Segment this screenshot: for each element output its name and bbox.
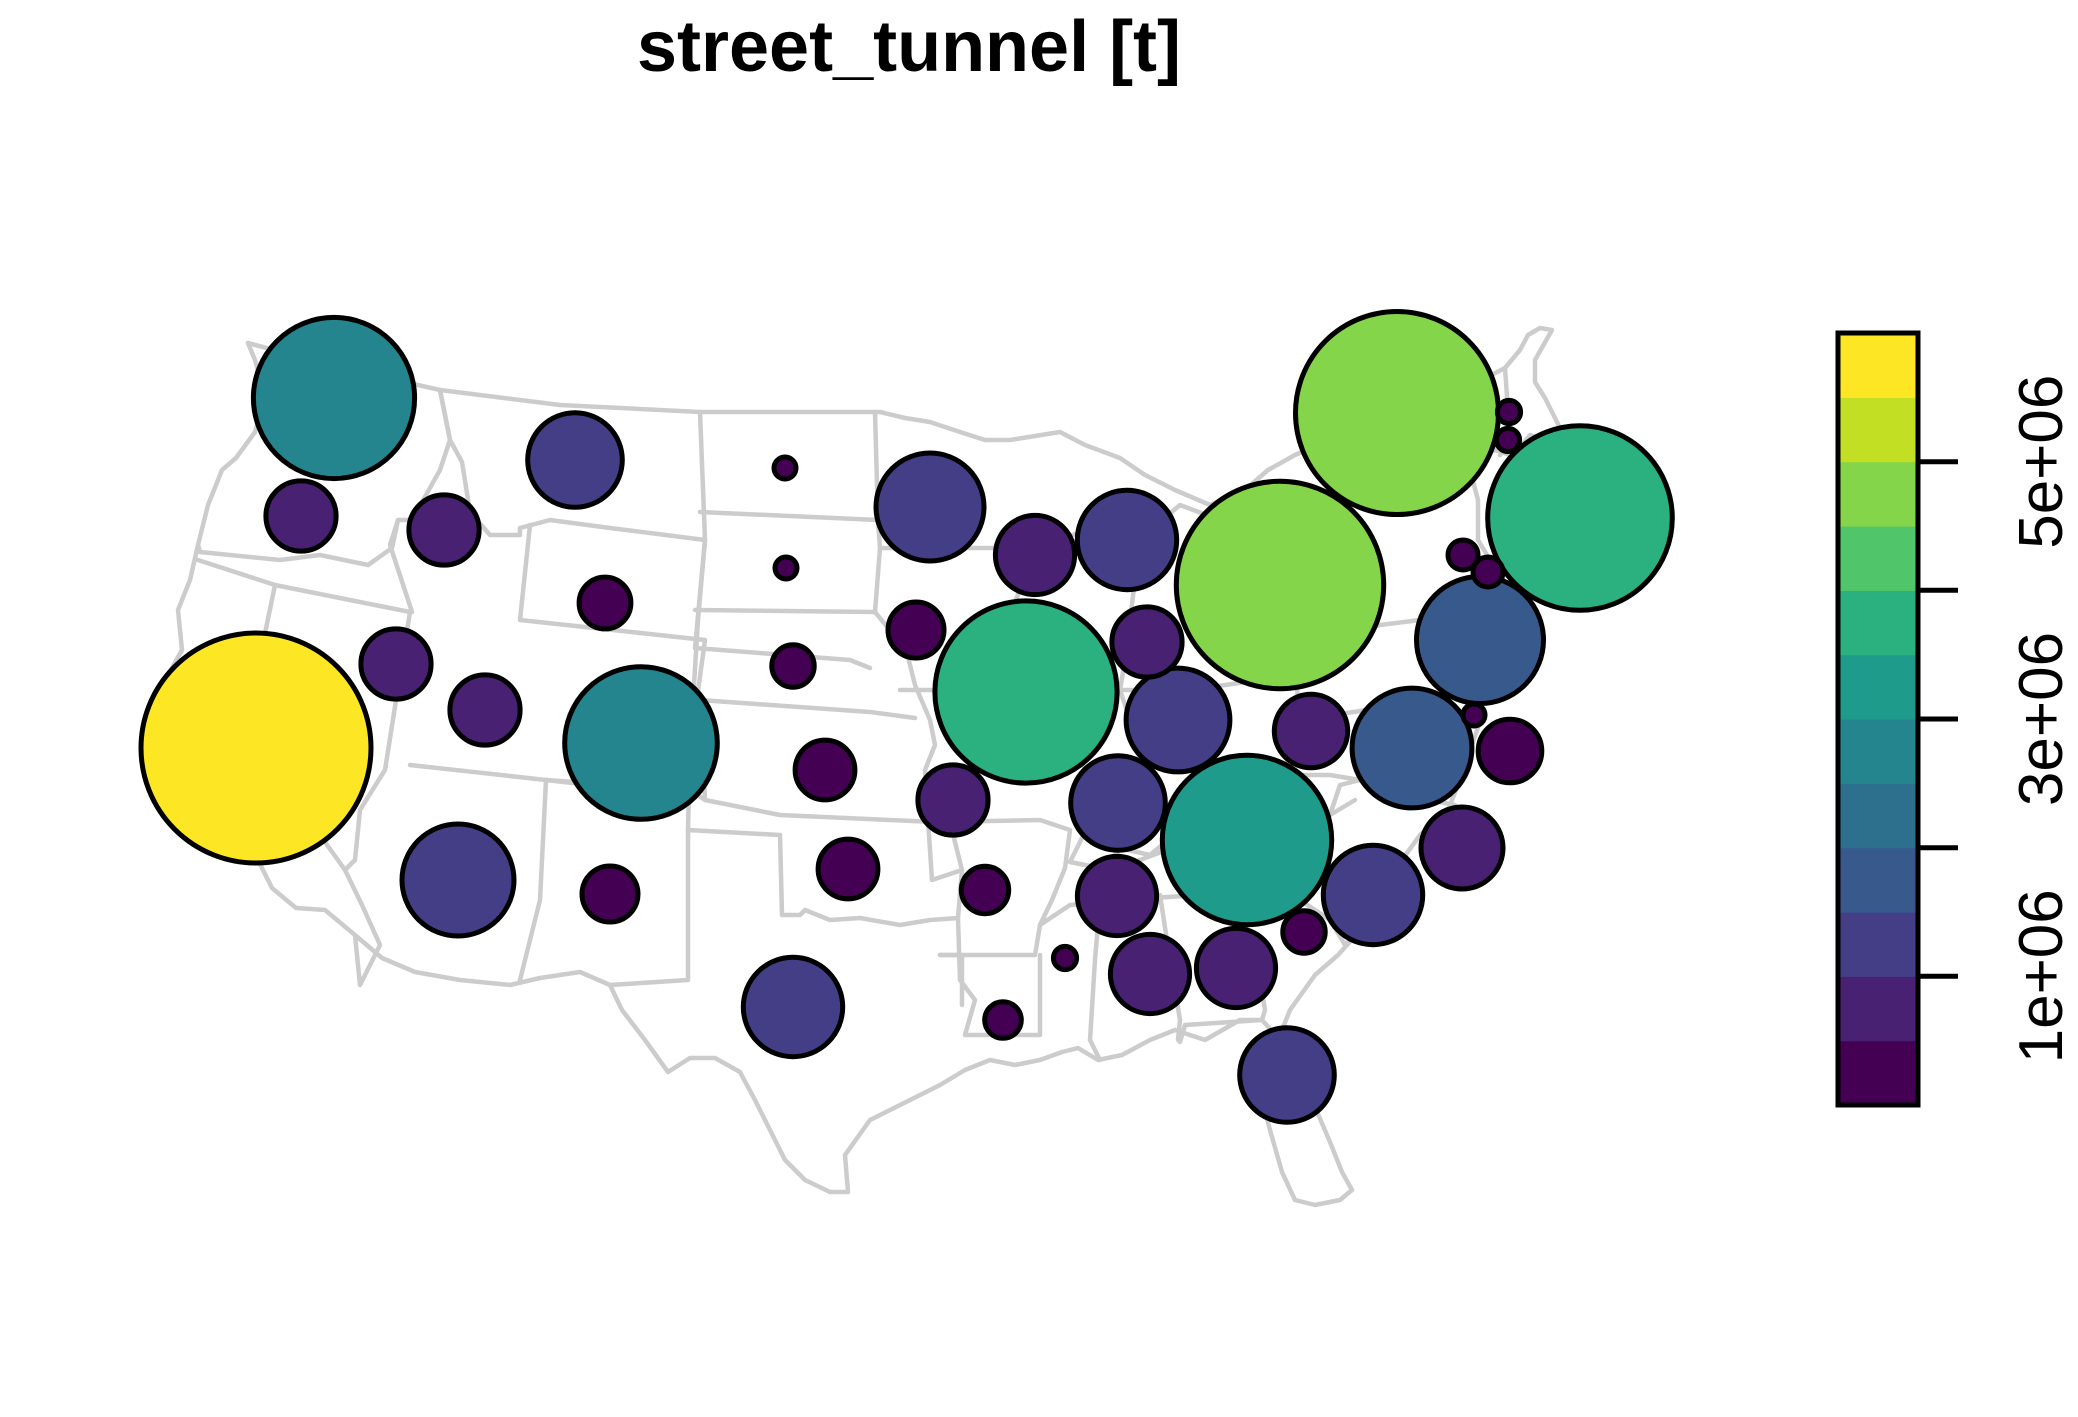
bubble-ut — [447, 672, 523, 748]
bubble-il — [932, 598, 1120, 786]
legend-swatch-3 — [1838, 912, 1918, 977]
bubble-ma — [1485, 423, 1675, 613]
bubble-sd — [772, 554, 800, 582]
bubble-ms — [1074, 853, 1160, 939]
bubble-ok — [815, 836, 881, 902]
bubble-fl — [1237, 1025, 1337, 1125]
legend-tick-label: 5e+06 — [2007, 375, 2076, 549]
legend-swatch-6 — [1838, 719, 1918, 784]
legend-swatch-5 — [1838, 783, 1918, 849]
bubble-id — [406, 492, 482, 568]
bubble-ms-small — [1050, 943, 1080, 973]
legend-swatch-10 — [1838, 461, 1918, 527]
bubble-nj — [1414, 574, 1546, 706]
bubble-ca — [138, 630, 374, 866]
bubble-wa — [250, 314, 418, 482]
proportional-bubbles — [138, 309, 1675, 1125]
bubble-nm — [579, 863, 641, 925]
bubble-tn — [1159, 752, 1335, 928]
bubble-ks — [792, 737, 858, 803]
bubble-vt — [1494, 397, 1524, 427]
bubble-ne — [769, 642, 817, 690]
bubble-in — [1109, 604, 1185, 680]
color-legend: 1e+06 3e+06 5e+06 — [1835, 330, 2076, 1108]
bubble-co — [562, 664, 720, 822]
bubble-or — [263, 478, 339, 554]
legend-swatch-2 — [1838, 976, 1918, 1042]
bubble-nc — [1320, 842, 1426, 948]
bubble-ia — [885, 599, 947, 661]
legend-swatch-7 — [1838, 654, 1918, 720]
bubble-al — [1107, 931, 1193, 1017]
legend-swatch-8 — [1838, 590, 1918, 656]
bubble-mn — [873, 450, 987, 564]
bubble-ky — [1068, 753, 1168, 853]
map-title: street_tunnel [t] — [636, 7, 1182, 87]
bubble-mi — [1074, 487, 1180, 593]
bubble-nh — [1493, 425, 1523, 455]
bubble-sc — [1418, 804, 1506, 892]
bubble-oh — [1123, 665, 1233, 775]
bubble-ri — [1445, 537, 1481, 573]
legend-swatch-12 — [1838, 333, 1918, 398]
bubble-nv — [358, 626, 434, 702]
bubble-ga-coast — [1280, 908, 1328, 956]
bubble-ny — [1293, 309, 1501, 517]
bubble-tx — [740, 954, 846, 1060]
legend-tick-label: 1e+06 — [2007, 889, 2076, 1063]
bubble-wi — [992, 512, 1078, 598]
bubble-ar — [958, 863, 1012, 917]
legend-swatch-9 — [1838, 526, 1918, 591]
bubble-la — [982, 999, 1024, 1041]
bubble-wy — [576, 574, 634, 632]
bubble-mt — [525, 410, 625, 510]
bubble-md — [1475, 716, 1545, 786]
legend-swatch-4 — [1838, 847, 1918, 913]
bubble-nd — [771, 454, 799, 482]
bubble-ga — [1193, 925, 1279, 1011]
bubble-ct — [1470, 554, 1506, 590]
bubble-va — [1349, 685, 1475, 811]
legend-swatch-11 — [1838, 397, 1918, 463]
bubble-mo — [915, 762, 991, 838]
legend-swatch-1 — [1838, 1040, 1918, 1106]
legend-tick-label: 3e+06 — [2007, 632, 2076, 806]
bubble-de — [1460, 701, 1488, 729]
bubble-wv — [1271, 691, 1351, 771]
bubble-pa — [1173, 478, 1387, 692]
bubble-az — [399, 821, 517, 939]
